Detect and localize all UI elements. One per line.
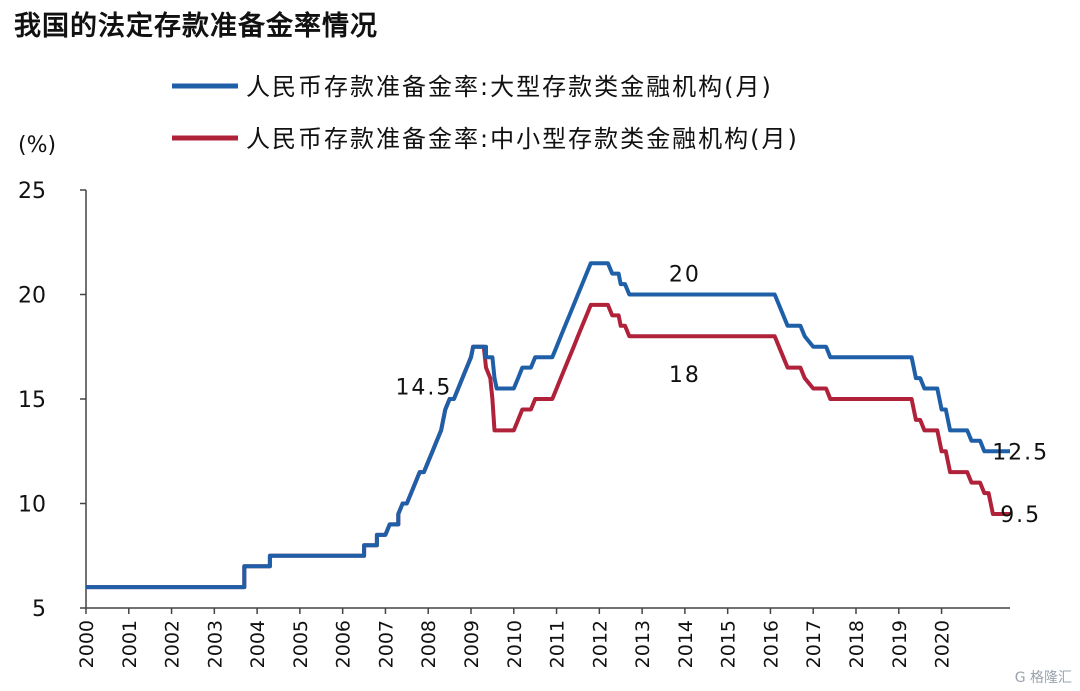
x-tick-label: 2010 [504,620,526,668]
legend: 人民币存款准备金率:大型存款类金融机构(月) 人民币存款准备金率:中小型存款类金融… [172,73,799,153]
y-tick-label: 5 [32,597,46,622]
y-axis-unit-label: (%) [18,133,56,158]
x-tick-label: 2001 [119,620,141,668]
y-tick-label: 25 [18,179,46,204]
y-tick-label: 15 [18,388,46,413]
x-tick-label: 2015 [718,620,740,668]
x-tick-label: 2007 [375,620,397,668]
annotation-label: 14.5 [395,375,452,400]
legend-label-1: 人民币存款准备金率:大型存款类金融机构(月) [246,73,773,101]
x-tick-label: 2014 [675,620,697,668]
x-tick-label: 2002 [162,620,184,668]
chart-title: 我国的法定存款准备金率情况 [14,11,378,42]
x-tick-label: 2020 [932,620,954,668]
x-tick-label: 2008 [418,620,440,668]
x-tick-label: 2003 [204,620,226,668]
x-tick-label: 2017 [803,620,825,668]
x-tick-label: 2006 [333,620,355,668]
x-tick-label: 2011 [547,620,569,668]
x-tick-label: 2016 [760,620,782,668]
y-tick-label: 10 [18,493,46,518]
x-axis: 2000 2001 2002 2003 2004 2005 2006 2007 2008 2009… [76,607,1010,668]
x-tick-label: 2019 [889,620,911,668]
y-tick-label: 20 [18,284,46,309]
x-tick-label: 2004 [247,620,269,668]
x-tick-label: 2005 [290,620,312,668]
x-tick-label: 2009 [461,620,483,668]
x-tick-label: 2013 [632,620,654,668]
annotation-label: 20 [669,263,701,288]
legend-label-2: 人民币存款准备金率:中小型存款类金融机构(月) [246,125,799,153]
x-tick-label: 2012 [589,620,611,668]
annotations: 14.5 20 18 12.5 9.5 [395,263,1049,528]
x-tick-label: 2000 [76,620,98,668]
series-line-2 [86,302,1010,590]
series-lines [86,261,1010,590]
annotation-label: 12.5 [992,440,1049,465]
watermark-logo: G 格隆汇 [1014,670,1072,686]
x-tick-label: 2018 [846,620,868,668]
series-line-1 [86,261,1010,590]
annotation-label: 9.5 [1000,503,1041,528]
y-axis: 5 10 15 20 25 [18,179,87,622]
annotation-label: 18 [669,363,701,388]
